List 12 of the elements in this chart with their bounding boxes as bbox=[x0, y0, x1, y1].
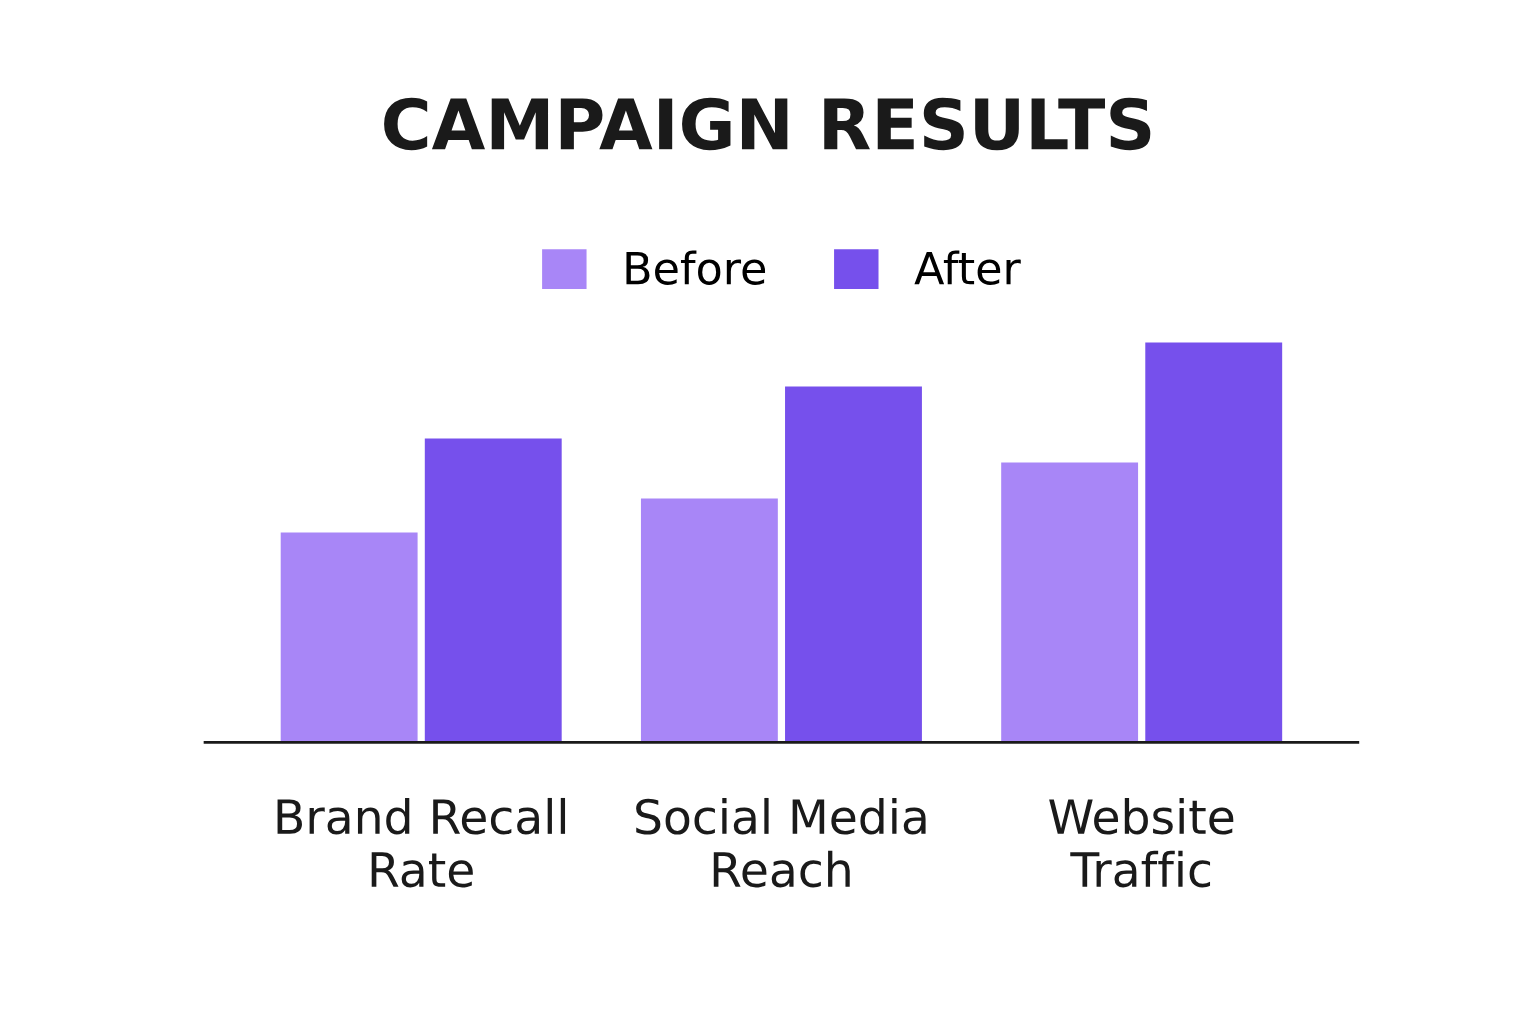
legend-label: After bbox=[914, 250, 1021, 285]
chart-title: CAMPAIGN RESULTS bbox=[384, 97, 1151, 151]
bar bbox=[785, 386, 922, 743]
bar bbox=[1001, 462, 1139, 743]
bar bbox=[280, 532, 418, 743]
bar bbox=[640, 498, 778, 743]
bar bbox=[1145, 342, 1283, 743]
x-tick-label: Brand Recall Rate bbox=[277, 797, 566, 888]
legend-label: Before bbox=[626, 250, 766, 285]
x-tick-label: Website Traffic bbox=[1049, 797, 1234, 888]
x-tick-label: Social Media Reach bbox=[636, 797, 926, 888]
bar bbox=[424, 438, 562, 743]
